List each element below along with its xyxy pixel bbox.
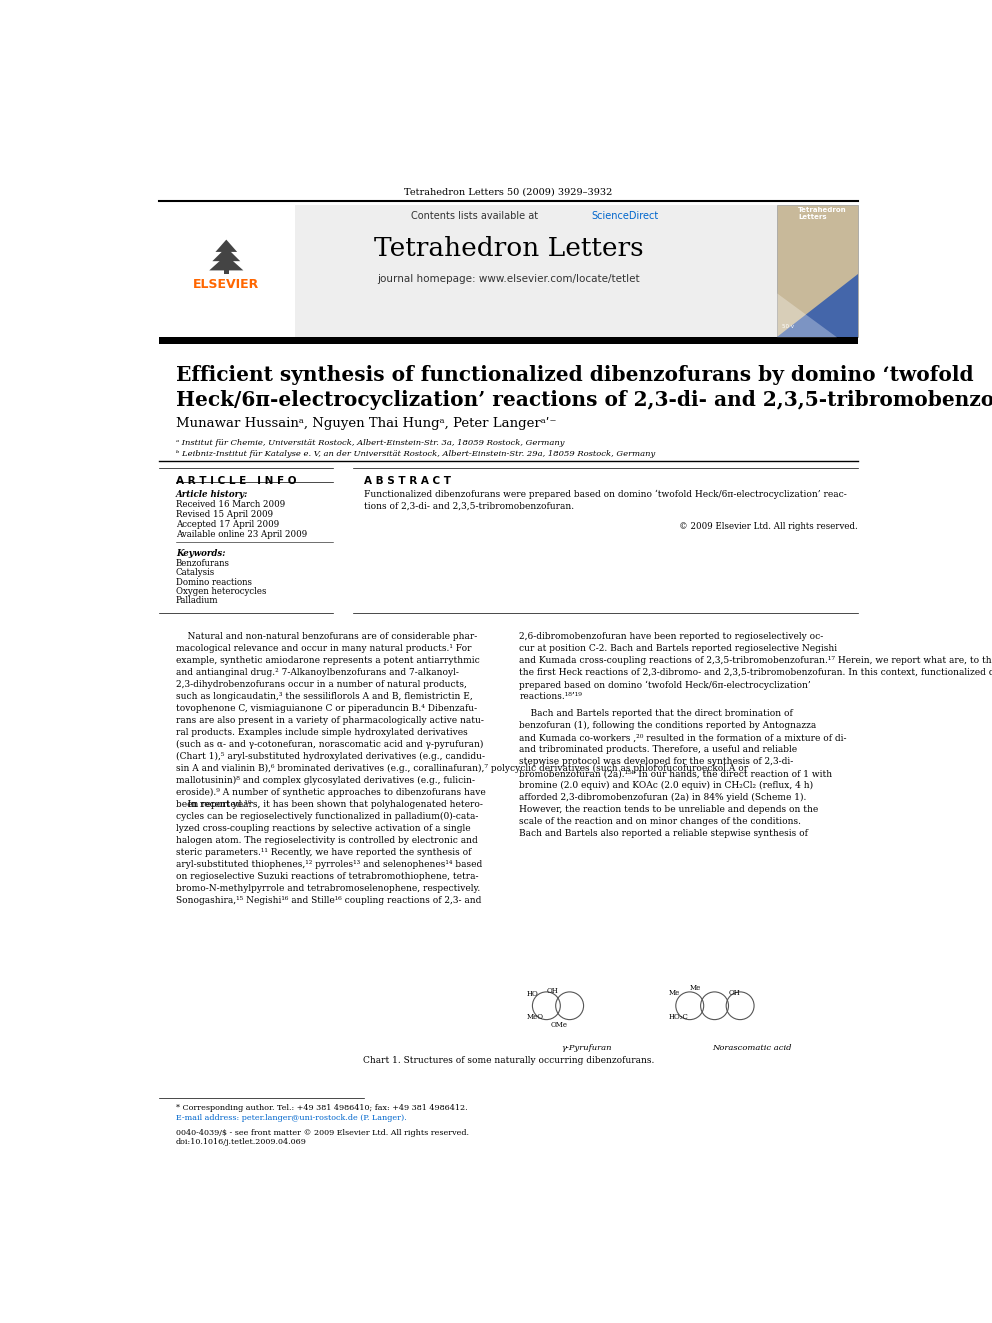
Text: journal homepage: www.elsevier.com/locate/tetlet: journal homepage: www.elsevier.com/locat… (377, 274, 640, 284)
Text: Heck/6π-electrocyclization’ reactions of 2,3-di- and 2,3,5-tribromobenzofuran: Heck/6π-electrocyclization’ reactions of… (176, 390, 992, 410)
Text: Norascomatic acid: Norascomatic acid (712, 1044, 792, 1052)
Text: Munawar Hussainᵃ, Nguyen Thai Hungᵃ, Peter Langerᵃʹ⁻: Munawar Hussainᵃ, Nguyen Thai Hungᵃ, Pet… (176, 418, 557, 430)
Text: Functionalized dibenzofurans were prepared based on domino ‘twofold Heck/6π-elec: Functionalized dibenzofurans were prepar… (364, 490, 847, 511)
Text: ScienceDirect: ScienceDirect (591, 212, 659, 221)
Text: OH: OH (547, 987, 558, 995)
Text: © 2009 Elsevier Ltd. All rights reserved.: © 2009 Elsevier Ltd. All rights reserved… (680, 523, 858, 532)
Text: Contents lists available at: Contents lists available at (411, 212, 541, 221)
Text: Efficient synthesis of functionalized dibenzofurans by domino ‘twofold: Efficient synthesis of functionalized di… (176, 365, 973, 385)
Polygon shape (215, 239, 237, 251)
Text: Natural and non-natural benzofurans are of considerable phar-
macological releva: Natural and non-natural benzofurans are … (176, 632, 748, 810)
Text: * Corresponding author. Tel.: +49 381 4986410; fax: +49 381 4986412.: * Corresponding author. Tel.: +49 381 49… (176, 1105, 467, 1113)
Text: Article history:: Article history: (176, 490, 248, 499)
Text: 50 v: 50 v (782, 324, 794, 329)
Text: A B S T R A C T: A B S T R A C T (364, 476, 451, 486)
Text: HO₂C: HO₂C (669, 1013, 688, 1021)
Text: OMe: OMe (551, 1021, 567, 1029)
Polygon shape (212, 247, 240, 261)
Bar (519, 967, 655, 1040)
Text: Tetrahedron Letters 50 (2009) 3929–3932: Tetrahedron Letters 50 (2009) 3929–3932 (404, 188, 613, 197)
Bar (778, 205, 858, 337)
Text: Me: Me (669, 988, 681, 996)
Text: ELSEVIER: ELSEVIER (193, 278, 260, 291)
Text: γ-Pyrufuran: γ-Pyrufuran (561, 1044, 612, 1052)
Polygon shape (778, 274, 858, 337)
Text: Received 16 March 2009: Received 16 March 2009 (176, 500, 285, 509)
Bar (224, 266, 228, 274)
Text: Revised 15 April 2009: Revised 15 April 2009 (176, 509, 273, 519)
Text: doi:10.1016/j.tetlet.2009.04.069: doi:10.1016/j.tetlet.2009.04.069 (176, 1138, 307, 1146)
Text: Accepted 17 April 2009: Accepted 17 April 2009 (176, 520, 279, 529)
Bar (667, 967, 837, 1040)
Text: MeO: MeO (527, 1013, 544, 1021)
Text: Available online 23 April 2009: Available online 23 April 2009 (176, 531, 308, 538)
Bar (295, 205, 777, 337)
Text: Catalysis: Catalysis (176, 569, 215, 577)
Text: Bach and Bartels reported that the direct bromination of
benzofuran (1), followi: Bach and Bartels reported that the direc… (519, 709, 847, 839)
Text: OH: OH (728, 988, 740, 996)
Text: In recent years, it has been shown that polyhalogenated hetero-
cycles can be re: In recent years, it has been shown that … (176, 800, 483, 905)
Polygon shape (778, 294, 837, 337)
Text: HO: HO (527, 991, 539, 999)
Bar (159, 337, 858, 344)
Text: Tetrahedron Letters: Tetrahedron Letters (374, 235, 643, 261)
Bar (159, 205, 295, 337)
Text: Tetrahedron
Letters: Tetrahedron Letters (799, 208, 847, 220)
Text: ᵇ Leibniz-Institut für Katalyse e. V, an der Universität Rostock, Albert-Einstei: ᵇ Leibniz-Institut für Katalyse e. V, an… (176, 450, 655, 458)
Text: A R T I C L E   I N F O: A R T I C L E I N F O (176, 476, 297, 486)
Text: Palladium: Palladium (176, 597, 218, 605)
Text: Me: Me (689, 984, 701, 992)
Text: Keywords:: Keywords: (176, 549, 225, 558)
Text: Chart 1. Structures of some naturally occurring dibenzofurans.: Chart 1. Structures of some naturally oc… (363, 1056, 654, 1065)
Text: ᵃ Institut für Chemie, Universität Rostock, Albert-Einstein-Str. 3a, 18059 Rosto: ᵃ Institut für Chemie, Universität Rosto… (176, 439, 564, 447)
Text: Oxygen heterocycles: Oxygen heterocycles (176, 587, 267, 595)
Text: 0040-4039/$ - see front matter © 2009 Elsevier Ltd. All rights reserved.: 0040-4039/$ - see front matter © 2009 El… (176, 1129, 469, 1136)
Text: E-mail address: peter.langer@uni-rostock.de (P. Langer).: E-mail address: peter.langer@uni-rostock… (176, 1114, 407, 1122)
Text: Domino reactions: Domino reactions (176, 578, 252, 586)
Text: Benzofurans: Benzofurans (176, 560, 230, 568)
Polygon shape (209, 255, 243, 270)
Text: 2,6-dibromobenzofuran have been reported to regioselectively oc-
cur at position: 2,6-dibromobenzofuran have been reported… (519, 632, 992, 701)
